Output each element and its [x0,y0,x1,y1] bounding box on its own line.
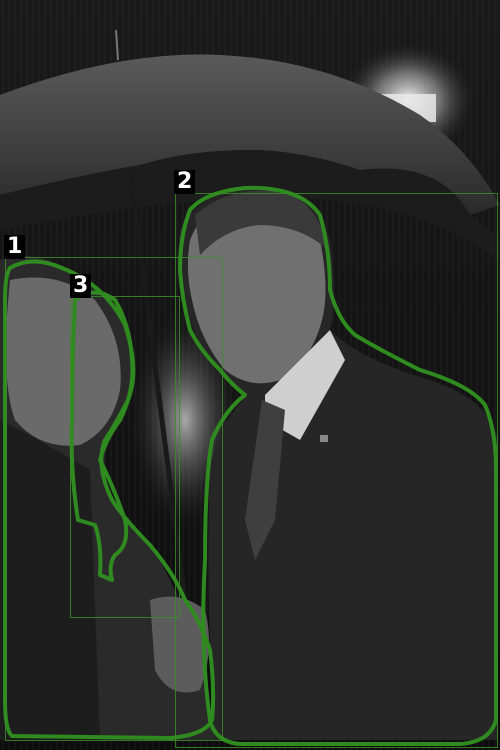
annotation-label-2: 2 [174,170,196,194]
hair-2 [195,190,328,255]
bounding-box-1 [5,257,223,741]
mask-outline-3 [69,290,135,582]
annotation-label-1: 1 [4,235,26,259]
hands [150,596,209,693]
bounding-box-3 [70,296,180,618]
collar [265,330,345,440]
mask-outline-2 [178,185,498,746]
umbrella-canopy [0,54,500,215]
bounding-box-2 [175,193,498,748]
tie [245,400,285,560]
annotation-label-3: 3 [70,274,92,298]
